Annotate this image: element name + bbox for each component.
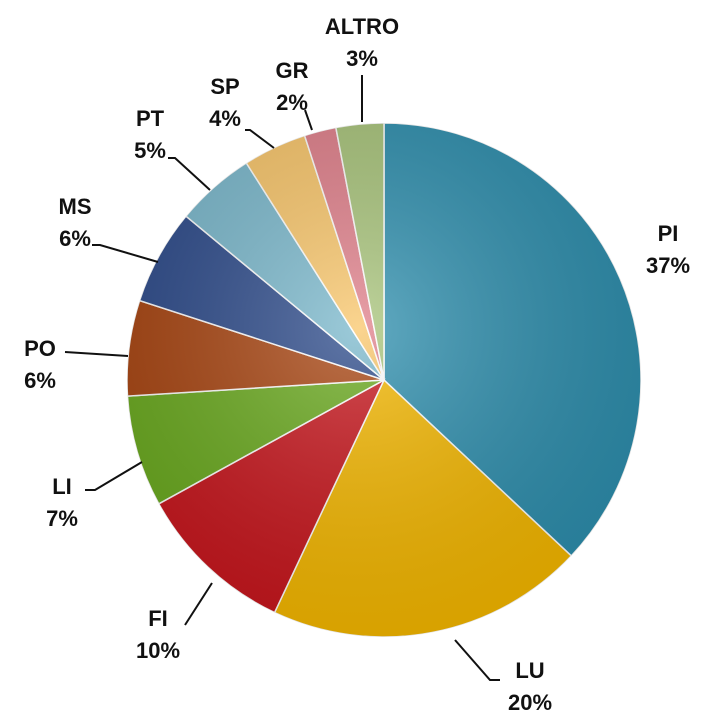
value-label: 37% bbox=[646, 253, 690, 278]
leader-line bbox=[168, 157, 211, 191]
value-label: 6% bbox=[24, 368, 56, 393]
category-label: PT bbox=[136, 106, 165, 131]
category-label: ALTRO bbox=[325, 14, 399, 39]
value-label: 7% bbox=[46, 506, 78, 531]
category-label: PI bbox=[658, 221, 679, 246]
value-label: 6% bbox=[59, 226, 91, 251]
leader-line bbox=[454, 639, 500, 681]
labels: PI 37% LU 20% FI 10% LI 7% PO 6% MS 6% PT 5% SP 4% GR 2% A… bbox=[24, 14, 690, 715]
value-label: 3% bbox=[346, 46, 378, 71]
value-label: 5% bbox=[134, 138, 166, 163]
category-label: LI bbox=[52, 474, 72, 499]
leader-line bbox=[304, 109, 313, 131]
leader-line bbox=[64, 351, 129, 357]
category-label: SP bbox=[210, 74, 239, 99]
value-label: 4% bbox=[209, 106, 241, 131]
leader-line bbox=[92, 244, 159, 263]
category-label: GR bbox=[276, 58, 309, 83]
value-label: 10% bbox=[136, 638, 180, 663]
pie bbox=[126, 122, 642, 638]
category-label: MS bbox=[59, 194, 92, 219]
leader-line bbox=[245, 129, 275, 149]
category-label: PO bbox=[24, 336, 56, 361]
value-label: 20% bbox=[508, 690, 552, 715]
category-label: FI bbox=[148, 606, 168, 631]
category-label: LU bbox=[515, 658, 544, 683]
leader-line bbox=[184, 582, 213, 626]
value-label: 2% bbox=[276, 90, 308, 115]
leader-line bbox=[85, 461, 143, 491]
